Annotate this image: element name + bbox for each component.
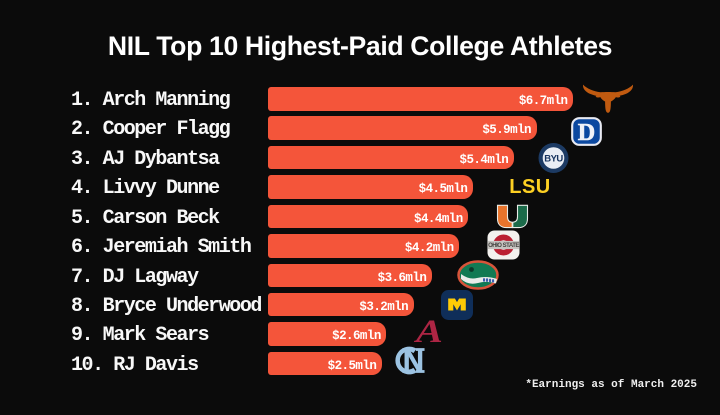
- svg-text:OHIO STATE: OHIO STATE: [488, 243, 519, 249]
- svg-text:BYU: BYU: [544, 154, 563, 165]
- svg-text:D: D: [577, 119, 594, 146]
